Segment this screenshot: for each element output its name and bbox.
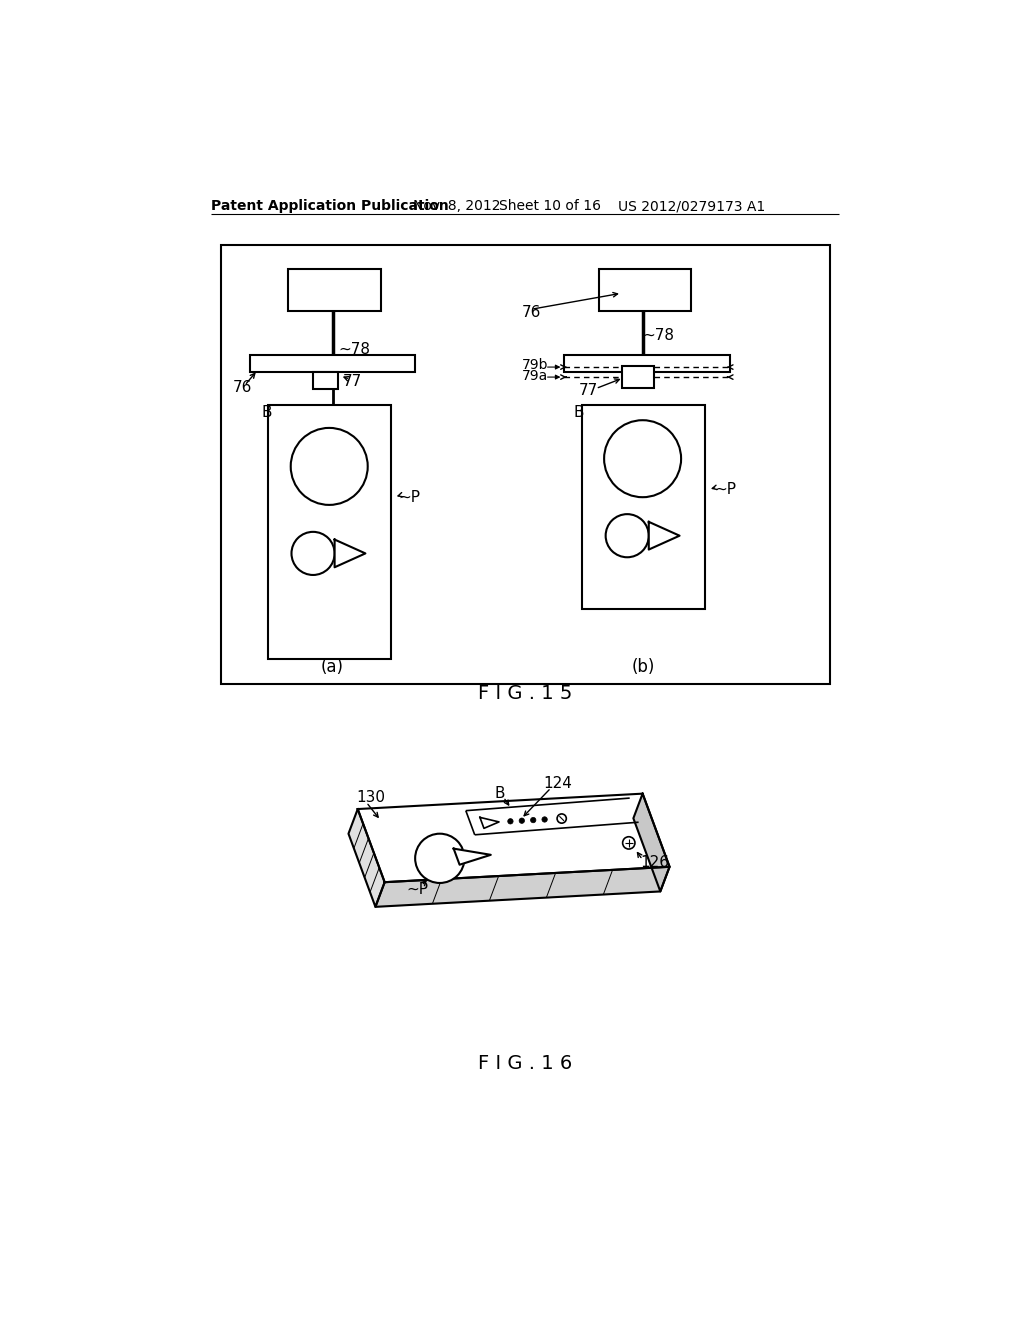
Text: B: B	[573, 405, 584, 420]
Polygon shape	[348, 809, 385, 907]
Text: ~P: ~P	[398, 490, 421, 504]
Text: Patent Application Publication: Patent Application Publication	[211, 199, 450, 213]
Text: 79a: 79a	[521, 368, 548, 383]
Bar	[221, 246, 829, 684]
Circle shape	[530, 817, 536, 822]
Text: B: B	[261, 405, 272, 420]
Text: (a): (a)	[321, 657, 344, 676]
Bar	[267, 405, 391, 659]
Text: (b): (b)	[632, 657, 655, 676]
Text: 79b: 79b	[521, 358, 548, 372]
Text: Nov. 8, 2012: Nov. 8, 2012	[413, 199, 501, 213]
Text: ~78: ~78	[643, 327, 675, 343]
Text: ~P: ~P	[407, 882, 428, 896]
Circle shape	[292, 532, 335, 576]
Bar	[599, 268, 691, 312]
Text: ~78: ~78	[339, 342, 371, 356]
Text: Sheet 10 of 16: Sheet 10 of 16	[499, 199, 601, 213]
Polygon shape	[649, 521, 680, 549]
Bar	[313, 372, 339, 388]
Polygon shape	[376, 867, 670, 907]
Text: F I G . 1 5: F I G . 1 5	[477, 684, 572, 704]
Circle shape	[291, 428, 368, 506]
Polygon shape	[357, 793, 670, 882]
Text: US 2012/0279173 A1: US 2012/0279173 A1	[617, 199, 765, 213]
Text: 77: 77	[342, 374, 361, 389]
Bar	[582, 405, 705, 609]
Circle shape	[605, 515, 649, 557]
Polygon shape	[480, 817, 499, 829]
Polygon shape	[454, 849, 490, 865]
Text: ~P: ~P	[714, 482, 736, 498]
Text: 76: 76	[233, 380, 252, 396]
Circle shape	[508, 818, 513, 824]
Bar	[289, 268, 381, 312]
Text: 126: 126	[640, 854, 670, 870]
Polygon shape	[634, 793, 670, 891]
Bar	[622, 367, 654, 388]
Text: 76: 76	[521, 305, 541, 319]
Circle shape	[557, 814, 566, 824]
Bar	[564, 355, 730, 372]
Text: 77: 77	[579, 383, 598, 399]
Polygon shape	[335, 540, 366, 568]
Text: B: B	[495, 785, 505, 801]
Circle shape	[623, 837, 635, 849]
Circle shape	[519, 818, 524, 824]
Text: F I G . 1 6: F I G . 1 6	[477, 1053, 572, 1073]
Circle shape	[415, 834, 465, 883]
Text: 124: 124	[544, 776, 572, 792]
Bar	[250, 355, 416, 372]
Text: 130: 130	[356, 789, 385, 805]
Circle shape	[604, 420, 681, 498]
Circle shape	[542, 817, 547, 822]
